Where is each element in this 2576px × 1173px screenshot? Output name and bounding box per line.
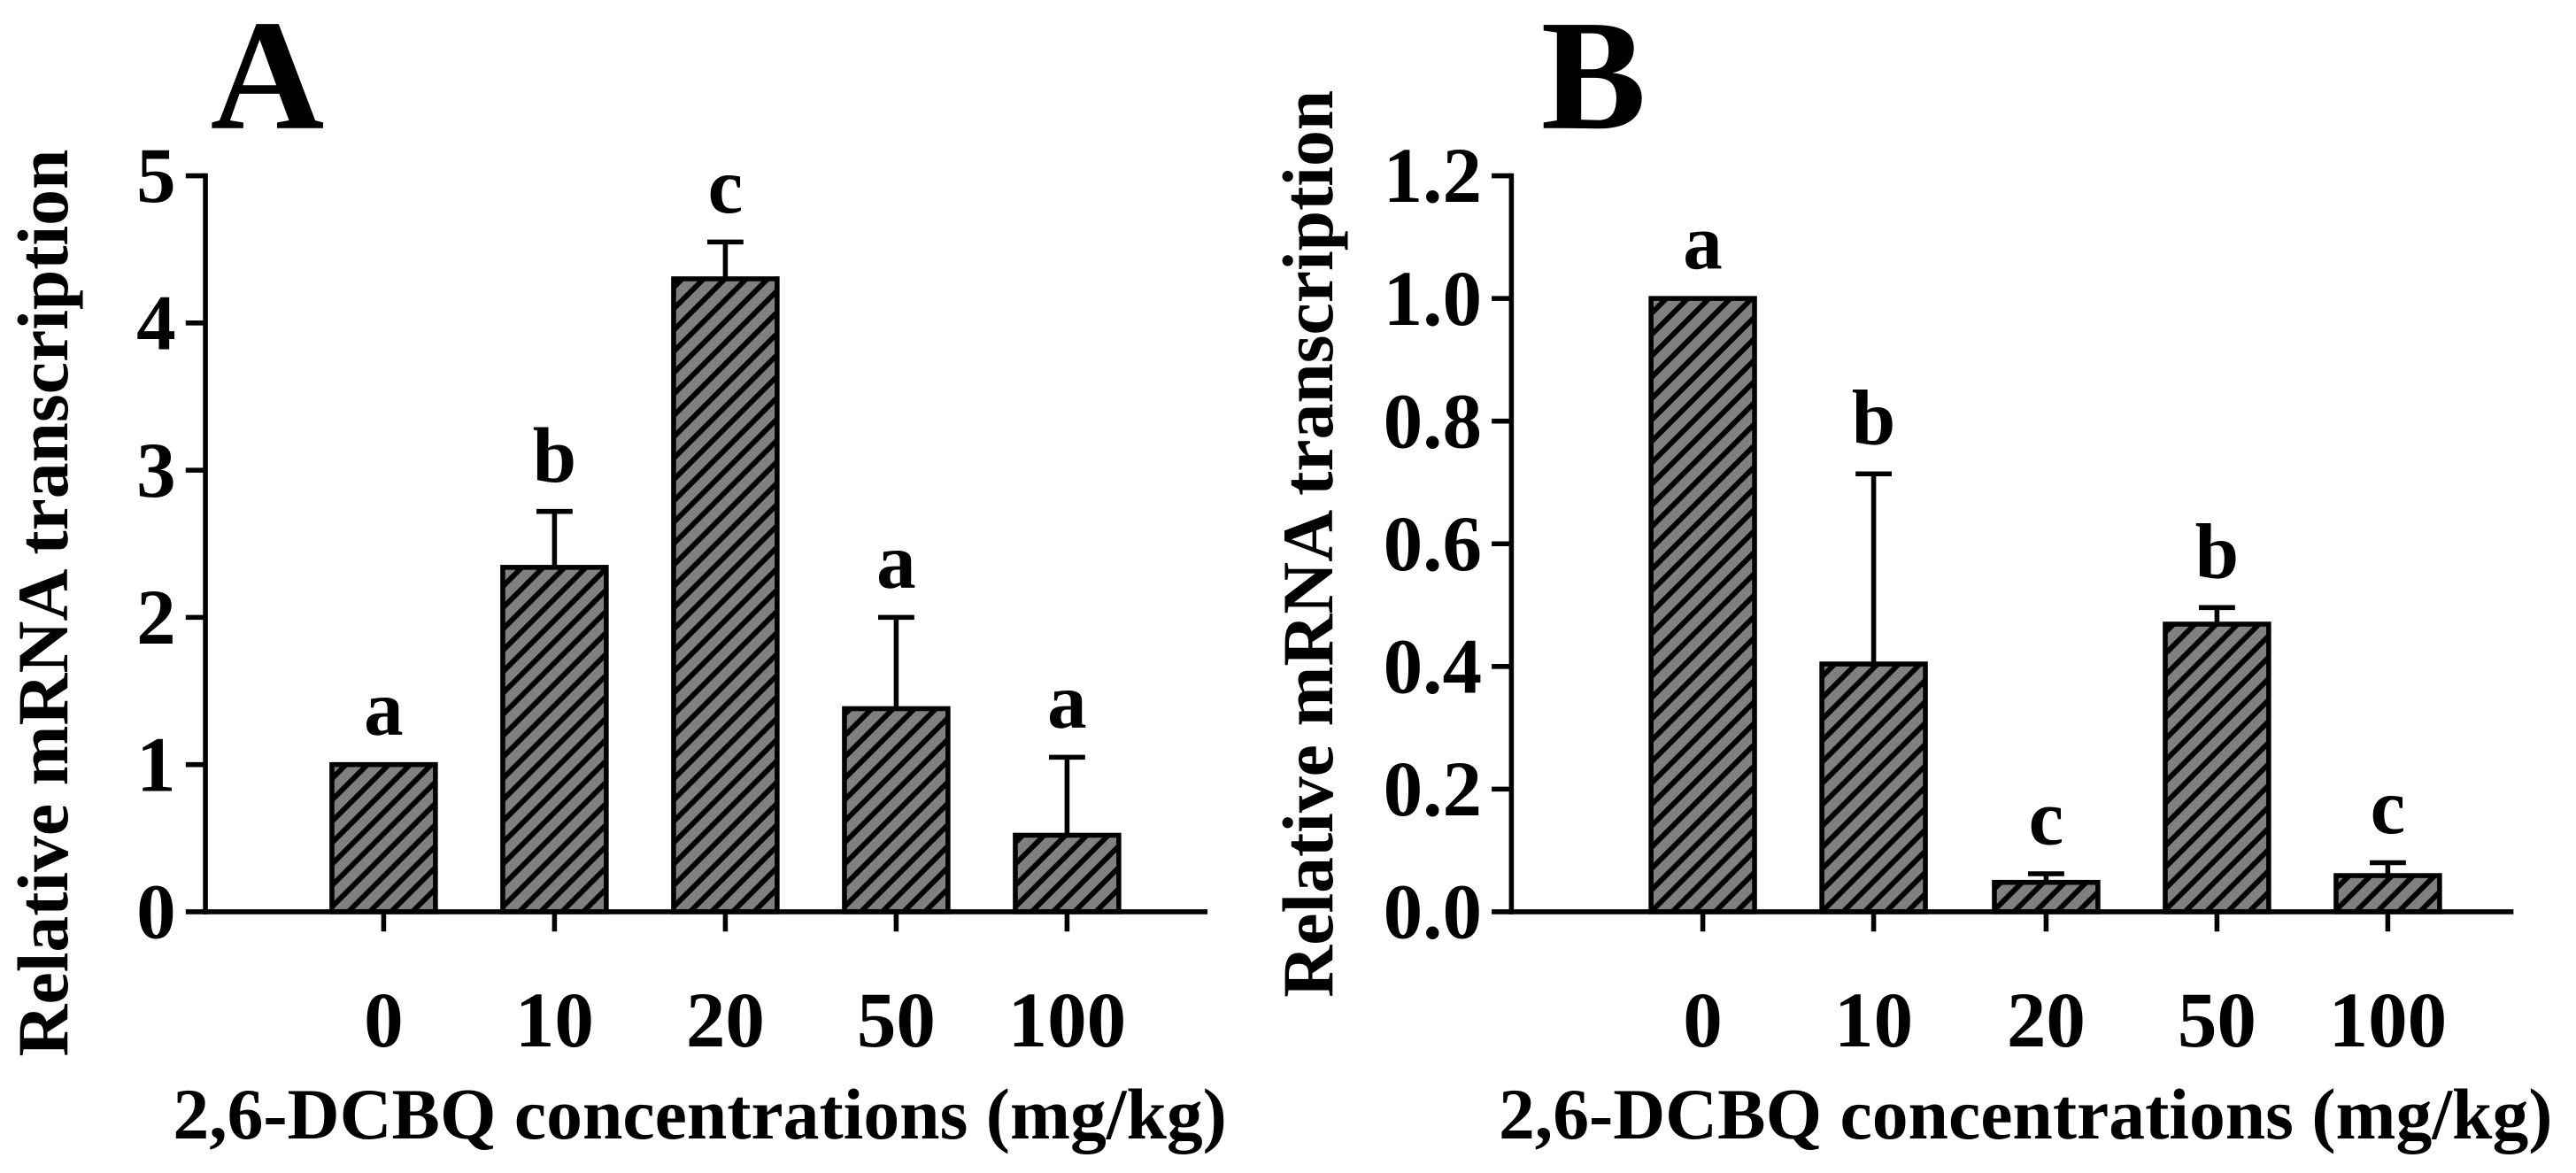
x-axis-title: 2,6-DCBQ concentrations (mg/kg): [173, 1074, 1226, 1154]
significance-letter: b: [533, 413, 577, 499]
y-tick-label: 1.2: [1384, 133, 1482, 220]
bar-50: [2163, 621, 2271, 914]
y-tick-label: 0.8: [1384, 378, 1482, 465]
x-tick-label: 20: [2007, 977, 2086, 1064]
significance-letter: c: [2029, 776, 2064, 862]
x-tick-label: 100: [2329, 977, 2448, 1064]
bar-100: [1013, 832, 1122, 914]
significance-letter: b: [1852, 375, 1896, 462]
bar-20: [1992, 879, 2101, 914]
bar-100: [2333, 873, 2442, 914]
x-tick-label: 50: [857, 977, 936, 1064]
bar-10: [500, 565, 609, 914]
significance-letter: b: [2195, 509, 2240, 596]
x-tick-label: 10: [515, 977, 594, 1064]
bar-50: [842, 706, 951, 914]
y-tick-label: 3: [136, 428, 176, 514]
panel-label: A: [211, 0, 325, 163]
significance-letter: a: [364, 666, 404, 752]
x-tick-label: 0: [364, 977, 404, 1064]
x-tick-label: 0: [1683, 977, 1723, 1064]
y-tick-label: 0: [136, 869, 176, 956]
y-axis-title: Relative mRNA transcription: [1268, 90, 1348, 998]
bar-10: [1819, 661, 1928, 914]
panel-b: Ba 0 b 10 c 20 b 50 c 100 0.0 0.2 0.4 0.6 0.8 1.0 1.2 2,6…: [1268, 0, 2552, 1154]
x-tick-label: 10: [1834, 977, 1913, 1064]
y-tick-label: 0.6: [1384, 501, 1482, 588]
x-axis-title: 2,6-DCBQ concentrations (mg/kg): [1499, 1074, 2552, 1154]
y-tick-label: 0.0: [1384, 869, 1482, 956]
y-tick-label: 0.4: [1384, 624, 1482, 711]
y-tick-label: 4: [136, 281, 176, 367]
panel-label: B: [1541, 0, 1647, 163]
y-tick-label: 1.0: [1384, 256, 1482, 343]
bar-0: [329, 761, 438, 914]
significance-letter: a: [876, 519, 916, 606]
bar-0: [1648, 296, 1757, 914]
significance-letter: a: [1047, 659, 1087, 745]
significance-letter: c: [708, 143, 744, 230]
panel-a: Aa 0 b 10 c 20 a 50 a 100 0 1 2 3 4 5 2,6-DCBQ concentra…: [3, 0, 1227, 1154]
y-tick-label: 0.2: [1384, 746, 1482, 833]
y-tick-label: 2: [136, 575, 176, 661]
x-tick-label: 100: [1008, 977, 1127, 1064]
significance-letter: c: [2371, 764, 2406, 851]
y-tick-label: 1: [136, 722, 176, 808]
y-axis-title: Relative mRNA transcription: [3, 150, 83, 1057]
x-tick-label: 20: [686, 977, 765, 1064]
x-tick-label: 50: [2178, 977, 2256, 1064]
y-tick-label: 5: [136, 133, 176, 220]
significance-letter: a: [1683, 200, 1723, 287]
bar-20: [671, 276, 780, 914]
